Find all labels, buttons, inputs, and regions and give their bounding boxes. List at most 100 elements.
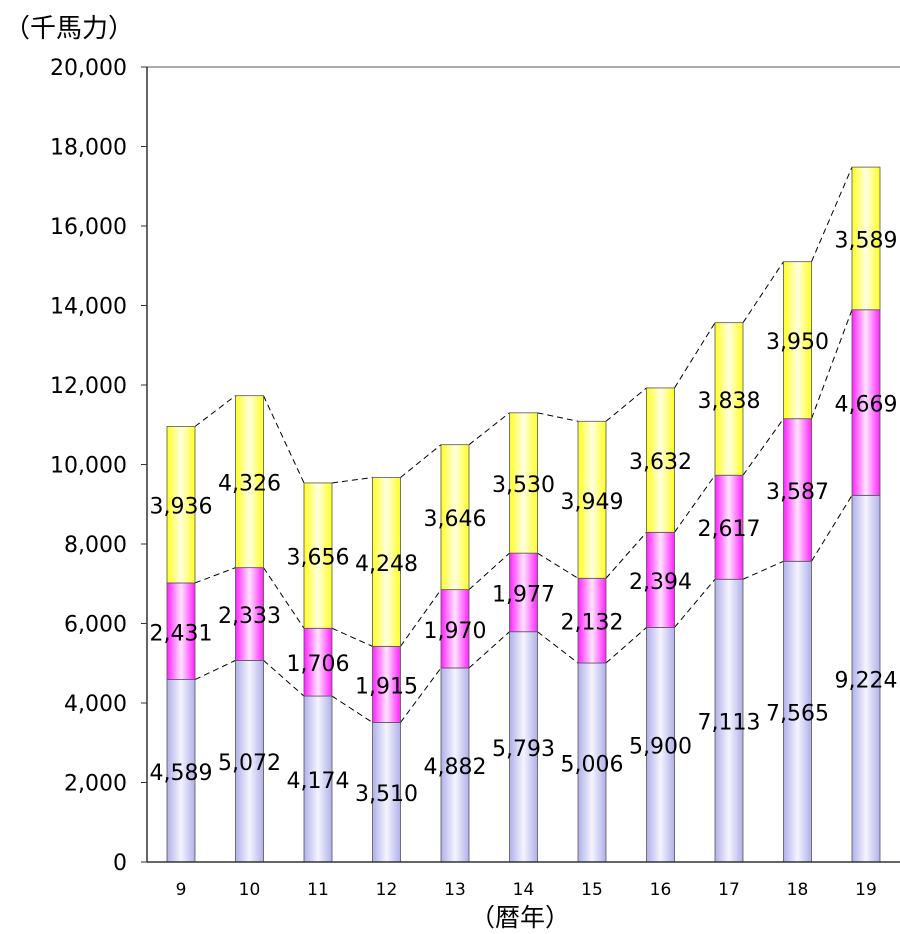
series-connector-segment bbox=[194, 567, 236, 584]
bar-segment bbox=[303, 482, 333, 629]
x-tick-label: 12 bbox=[376, 880, 398, 900]
data-label: 3,587 bbox=[766, 480, 829, 505]
bar-segment bbox=[509, 631, 538, 863]
y-tick-label: 8,000 bbox=[64, 533, 127, 558]
series-connector-segment bbox=[742, 261, 784, 323]
x-tick-label: 17 bbox=[718, 880, 740, 900]
data-label: 1,970 bbox=[424, 619, 487, 644]
y-tick-label: 18,000 bbox=[50, 136, 127, 161]
bar-segment bbox=[646, 387, 675, 533]
series-connector-segment bbox=[605, 627, 647, 664]
bar-segment bbox=[714, 322, 744, 476]
x-tick-label: 14 bbox=[513, 880, 535, 900]
data-label: 4,248 bbox=[355, 552, 418, 577]
bar-segment bbox=[372, 722, 401, 863]
series-connector-segment bbox=[400, 444, 442, 478]
data-label: 5,900 bbox=[629, 735, 692, 760]
data-label: 2,431 bbox=[150, 621, 213, 646]
data-label: 4,669 bbox=[835, 393, 898, 418]
data-label: 4,882 bbox=[424, 755, 487, 780]
bar-segment bbox=[166, 582, 196, 680]
data-label: 9,224 bbox=[835, 669, 898, 694]
series-connector-segment bbox=[194, 659, 236, 681]
x-tick-label: 13 bbox=[444, 880, 466, 900]
series-connector-segment bbox=[263, 567, 305, 629]
bar-segment bbox=[235, 659, 264, 863]
y-tick-label: 10,000 bbox=[50, 454, 127, 479]
data-label: 3,936 bbox=[150, 495, 213, 520]
series-connector-segment bbox=[263, 660, 305, 697]
data-label: 7,565 bbox=[766, 702, 829, 727]
bar-segment bbox=[646, 531, 675, 628]
bar-segment bbox=[235, 395, 264, 569]
y-tick-label: 4,000 bbox=[64, 692, 127, 717]
data-label: 3,838 bbox=[698, 389, 761, 414]
x-tick-label: 16 bbox=[650, 880, 672, 900]
series-connector-segment bbox=[674, 322, 716, 389]
data-label: 2,394 bbox=[629, 570, 692, 595]
axes: 0 2,000 4,000 6,000 8,000 10,000 12,000 14,000 1… bbox=[50, 56, 900, 900]
series-connector-segment bbox=[674, 474, 716, 533]
bar-segment bbox=[577, 420, 607, 579]
series-connector-segment bbox=[537, 552, 579, 579]
data-label: 5,006 bbox=[561, 753, 624, 778]
data-label: 4,589 bbox=[150, 761, 213, 786]
series-connector-segment bbox=[605, 387, 647, 422]
data-label: 1,977 bbox=[492, 582, 555, 607]
bar-segment bbox=[577, 577, 607, 664]
bar-segment bbox=[851, 166, 881, 311]
data-label: 1,915 bbox=[355, 674, 418, 699]
bar-group bbox=[166, 166, 881, 863]
series-connector-segment bbox=[811, 166, 853, 262]
bar-segment bbox=[372, 477, 401, 647]
x-tick-label: 19 bbox=[855, 880, 877, 900]
bar-segment bbox=[783, 560, 812, 863]
bar-segment bbox=[714, 578, 744, 863]
y-tick-label: 16,000 bbox=[50, 215, 127, 240]
series-connector-segment bbox=[331, 695, 373, 723]
data-label: 3,949 bbox=[561, 490, 624, 515]
series-connector-segment bbox=[468, 631, 510, 669]
series-connector-segment bbox=[400, 589, 442, 647]
series-connector-segment bbox=[263, 395, 305, 484]
series-connector-segment bbox=[742, 418, 784, 476]
data-label: 3,589 bbox=[835, 228, 898, 253]
bar-segment bbox=[440, 589, 470, 669]
bar-segment bbox=[509, 552, 538, 633]
series-connector-segment bbox=[537, 631, 579, 664]
data-label: 5,793 bbox=[492, 737, 555, 762]
data-label: 2,333 bbox=[218, 604, 281, 629]
data-label: 2,132 bbox=[561, 611, 624, 636]
y-tick-label: 6,000 bbox=[64, 613, 127, 638]
data-label: 3,510 bbox=[355, 782, 418, 807]
bar-segment bbox=[166, 426, 196, 584]
data-label: 4,174 bbox=[287, 769, 350, 794]
bar-segment bbox=[303, 695, 333, 863]
bar-segment bbox=[783, 261, 812, 420]
x-tick-label: 11 bbox=[307, 880, 329, 900]
bar-segment bbox=[577, 662, 607, 863]
series-connector-segment bbox=[468, 552, 510, 591]
data-label: 3,632 bbox=[629, 450, 692, 475]
series-connector-segment bbox=[331, 627, 373, 647]
series-connector-segment bbox=[811, 495, 853, 562]
x-tick-label: 15 bbox=[581, 880, 603, 900]
x-axis-title: （暦年） bbox=[470, 903, 571, 932]
x-tick-label: 10 bbox=[239, 880, 261, 900]
bar-segment bbox=[372, 645, 401, 723]
y-tick-label: 20,000 bbox=[50, 56, 127, 81]
bar-segment bbox=[235, 567, 264, 661]
series-connector-segment bbox=[194, 395, 236, 427]
data-label: 4,326 bbox=[218, 472, 281, 497]
x-tick-label: 18 bbox=[787, 880, 809, 900]
data-label: 3,656 bbox=[287, 546, 350, 571]
y-tick-label: 12,000 bbox=[50, 374, 127, 399]
series-connector-segment bbox=[742, 560, 784, 580]
data-label: 7,113 bbox=[698, 711, 761, 736]
series-connector-segment bbox=[331, 477, 373, 484]
bar-segment bbox=[509, 412, 538, 554]
bar-segment bbox=[646, 627, 675, 863]
data-labels: 4,589 2,431 3,936 5,072 2,333 4,326 4,174 1,706… bbox=[150, 228, 898, 807]
bar-segment bbox=[440, 444, 470, 591]
